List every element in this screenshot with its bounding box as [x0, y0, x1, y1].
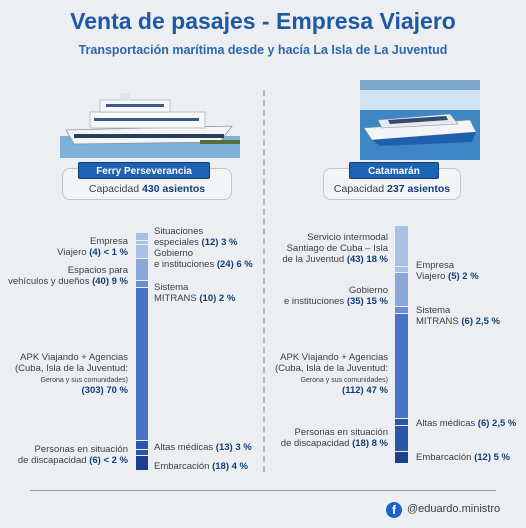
ferry-image [60, 93, 240, 158]
page-title: Venta de pasajes - Empresa Viajero [70, 8, 456, 34]
ferry-label-gobierno: Gobierno e instituciones (24) 6 % [154, 248, 253, 270]
ferry-capacity-value: 430 asientos [142, 183, 206, 195]
catamaran-segment-discapacidad [395, 426, 408, 451]
ferry-name-label: Ferry Perseverancia [78, 162, 210, 179]
ferry-segment-espacios [136, 259, 148, 280]
ferry-segment-embarcacion [136, 456, 148, 470]
ferry-segment-mitrans [136, 281, 148, 287]
ferry-label-apk: APK Viajando + Agencias (Cuba, Isla de l… [14, 352, 128, 396]
catamaran-capacity-label: Capacidad [333, 183, 385, 195]
ferry-segment-apk [136, 288, 148, 440]
catamaran-label-apk: APK Viajando + Agencias (Cuba, Isla de l… [274, 352, 388, 396]
catamaran-label-mitrans: Sistema MITRANS (6) 2,5 % [416, 305, 500, 327]
catamaran-segment-embarcacion [395, 452, 408, 463]
catamaran-label-gobierno: Gobierno e instituciones (35) 15 % [283, 285, 388, 307]
catamaran-name-label: Catamarán [349, 162, 439, 179]
catamaran-segment-mitrans [395, 307, 408, 313]
page-subtitle: Transportación marítima desde y hacía La… [78, 43, 448, 57]
ferry-segment-gobierno [136, 245, 148, 258]
catamaran-label-intermodal: Servicio intermodal Santiago de Cuba – I… [282, 232, 388, 265]
ferry-label-discapacidad: Personas en situación de discapacidad (6… [17, 444, 128, 466]
ferry-label-espacios: Espacios para vehículos y dueños (40) 9 … [8, 265, 128, 287]
catamaran-label-empresa-viajero: Empresa Viajero (5) 2 % [416, 260, 479, 282]
ferry-segment-discapacidad [136, 450, 148, 455]
facebook-icon[interactable]: f [386, 502, 402, 518]
ferry-label-altas: Altas médicas (13) 3 % [154, 442, 252, 453]
social-handle[interactable]: @eduardo.ministro [407, 503, 501, 515]
ferry-segment-empresa-viajero [136, 241, 148, 244]
catamaran-segment-empresa-viajero [395, 267, 408, 272]
catamaran-segment-gobierno [395, 273, 408, 306]
catamaran-segment-altas [395, 419, 408, 425]
catamaran-capacity-value: 237 asientos [387, 183, 451, 195]
ferry-capacity-label: Capacidad [88, 183, 140, 195]
ferry-label-embarcacion: Embarcación (18) 4 % [154, 461, 248, 472]
catamaran-label-altas: Altas médicas (6) 2,5 % [416, 418, 517, 429]
ferry-label-empresa-viajero: Empresa Viajero (4) < 1 % [57, 236, 128, 258]
ferry-segment-altas [136, 441, 148, 449]
ferry-segment-situaciones [136, 233, 148, 240]
ferry-label-situaciones: Situaciones especiales (12) 3 % [154, 226, 238, 248]
catamaran-label-discapacidad: Personas en situación de discapacidad (1… [280, 427, 388, 449]
catamaran-segment-apk [395, 314, 408, 418]
footer-divider [30, 490, 496, 491]
catamaran-segment-intermodal [395, 226, 408, 266]
center-divider [263, 90, 265, 472]
catamaran-image [360, 80, 480, 160]
ferry-label-mitrans: Sistema MITRANS (10) 2 % [154, 282, 236, 304]
catamaran-label-embarcacion: Embarcación (12) 5 % [416, 452, 510, 463]
